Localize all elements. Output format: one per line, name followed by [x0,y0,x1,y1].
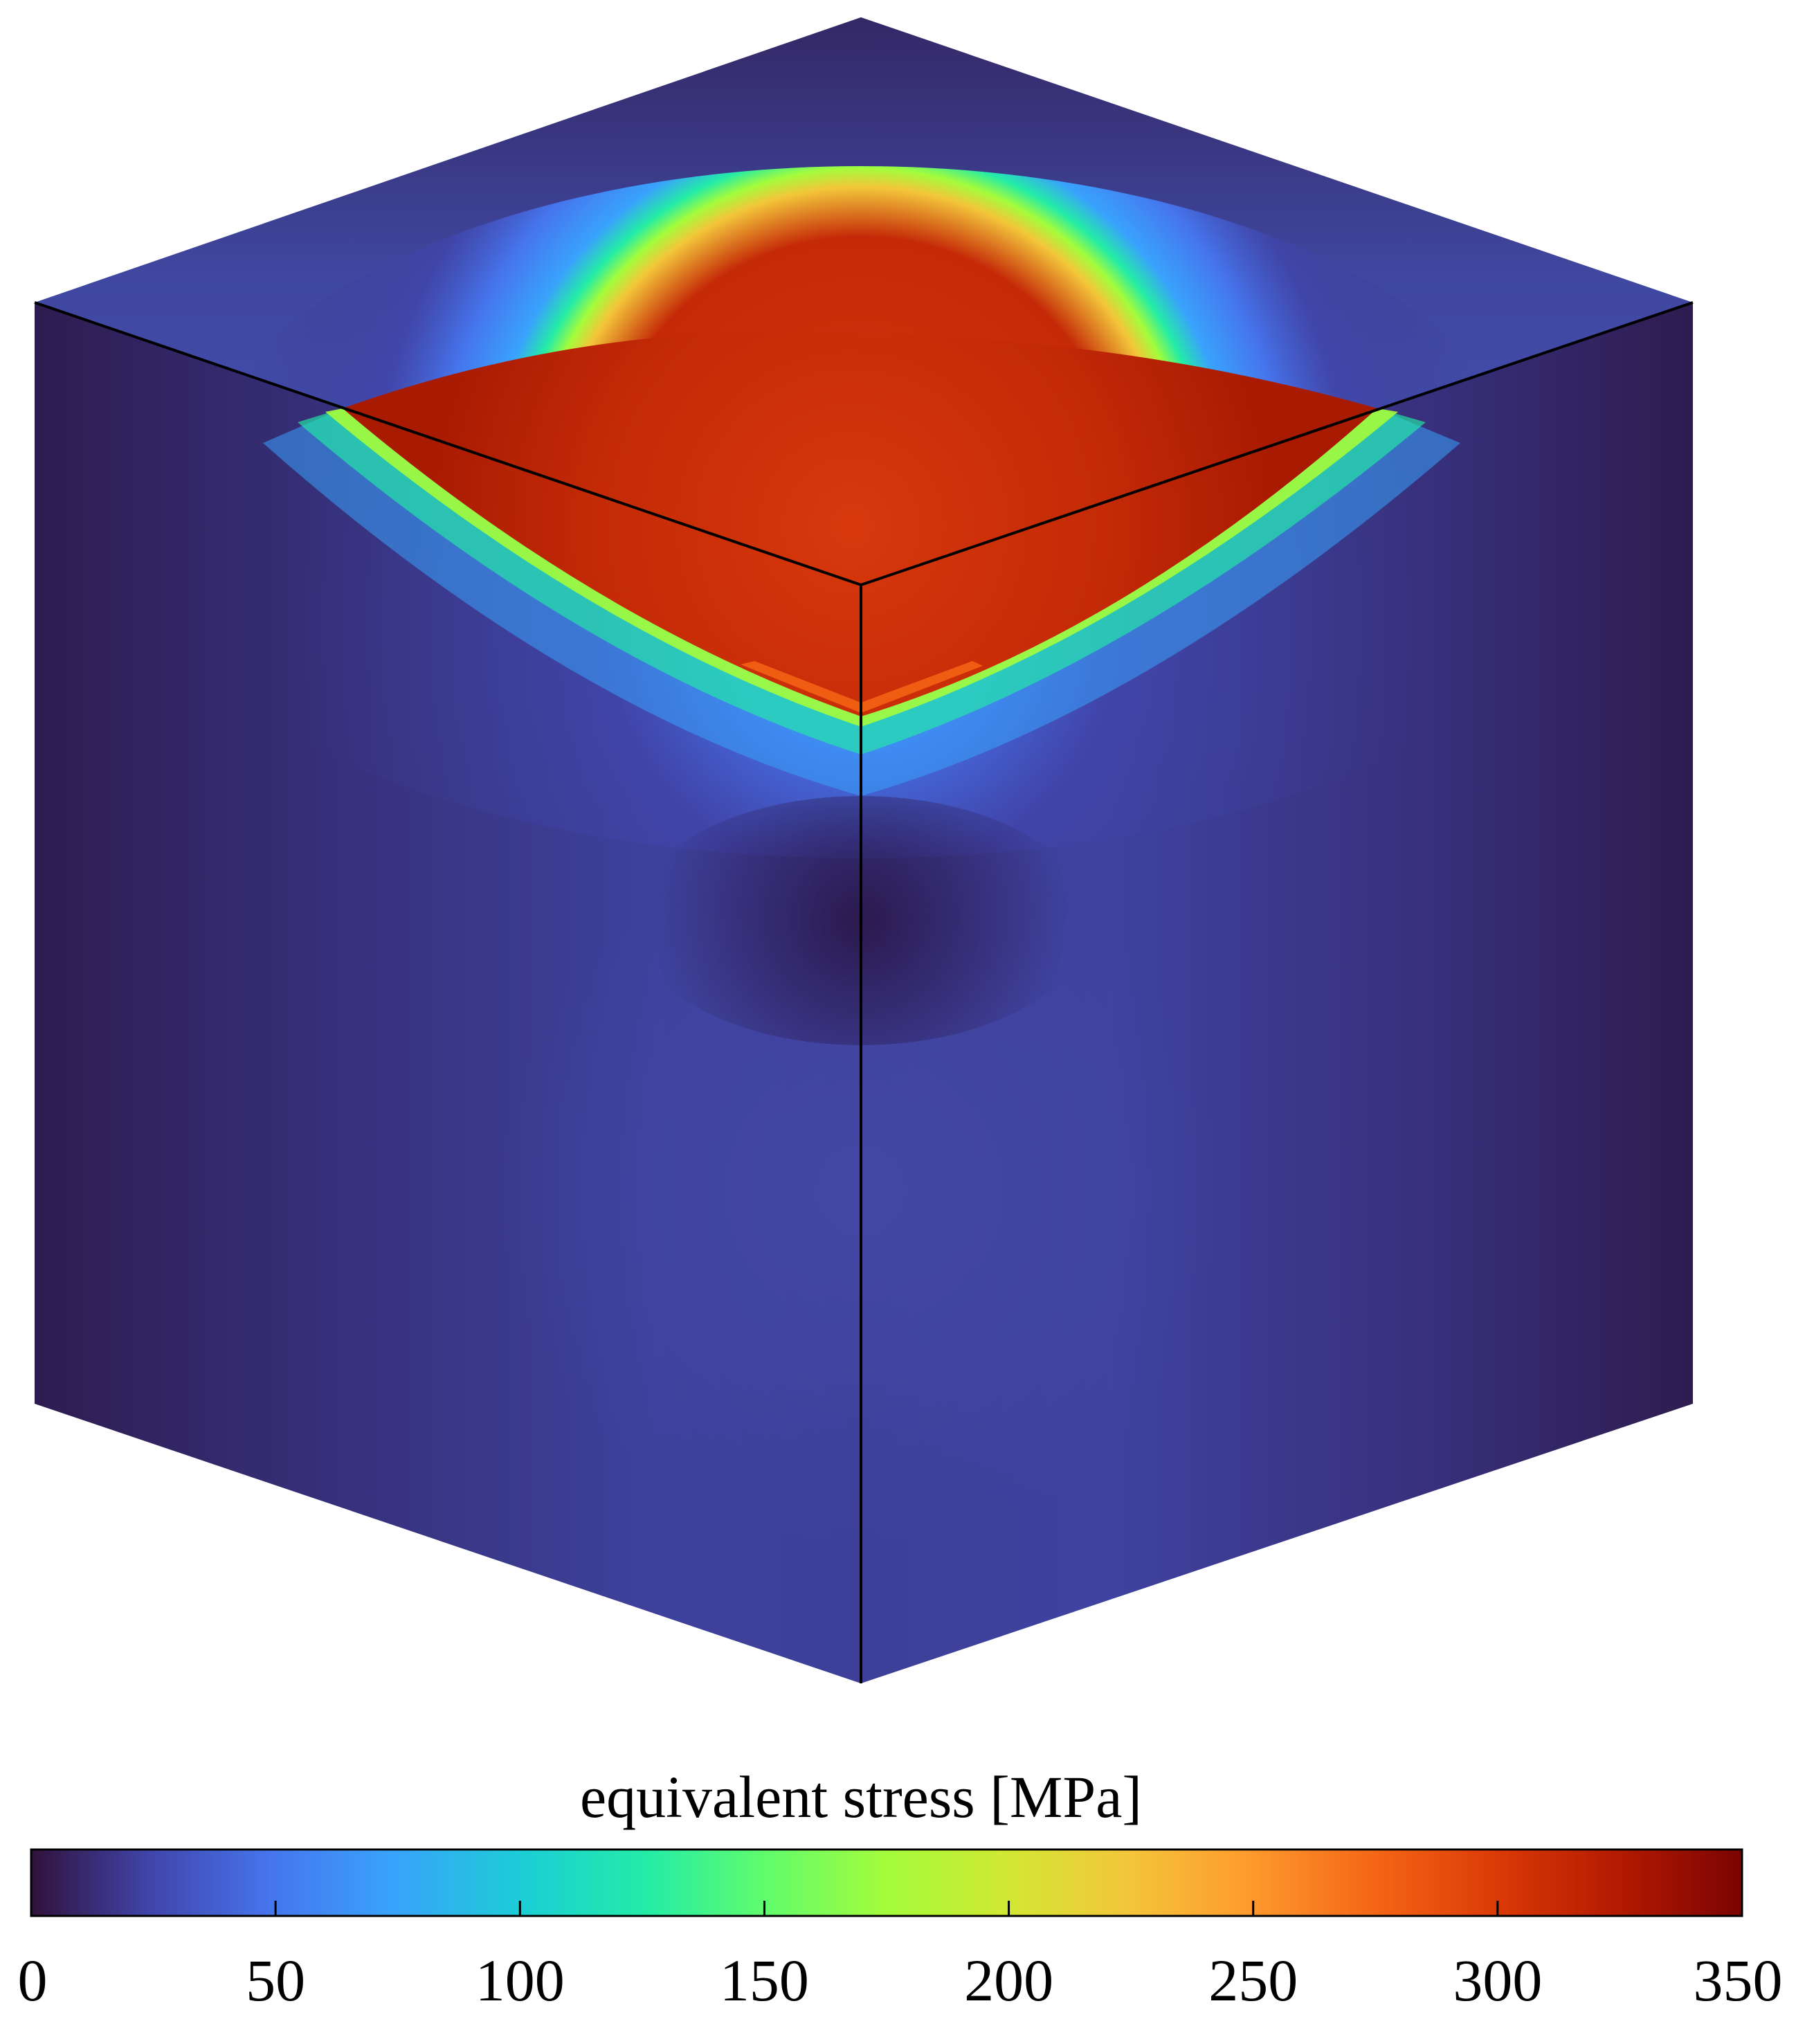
colorbar-tick-label: 50 [246,1947,305,2014]
cube-edges [34,301,1694,1683]
colorbar-tick-label: 300 [1453,1947,1542,2014]
colorbar-tick-label: 250 [1208,1947,1298,2014]
colorbar-tick-labels: 0 50 100 150 200 250 300 350 [18,1947,1783,2014]
high-stress-region [343,331,1377,716]
colorbar-title: equivalent stress [MPa] [580,1764,1142,1830]
colorbar-ticks [274,1901,1499,1916]
colorbar-tick-label: 200 [964,1947,1053,2014]
colorbar-tick-label: 350 [1694,1947,1783,2014]
colorbar-gradient [30,1848,1743,1917]
colorbar: equivalent stress [MPa] 0 50 100 150 200 250 3… [18,1764,1783,2014]
colorbar-tick-label: 100 [475,1947,565,2014]
colorbar-tick-label: 0 [18,1947,48,2014]
colorbar-tick-label: 150 [720,1947,809,2014]
